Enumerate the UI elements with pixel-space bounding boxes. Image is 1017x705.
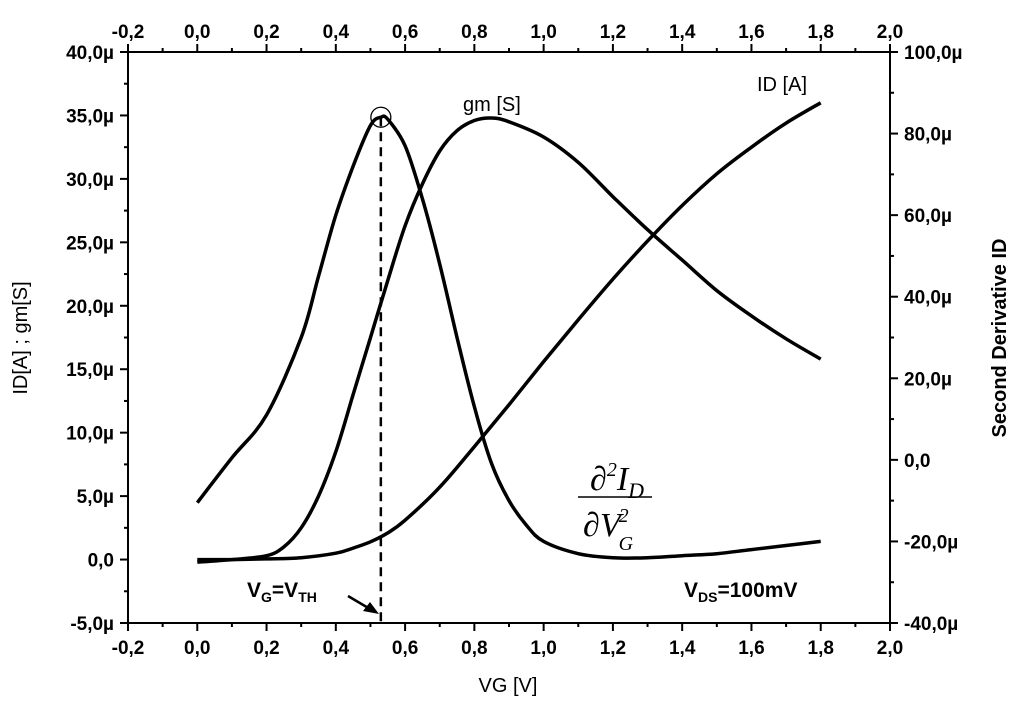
y-left-tick-label: -5,0µ — [70, 614, 114, 635]
x-tick-label-top: -0,2 — [112, 22, 145, 43]
series-second-derivative-id — [195, 114, 821, 560]
x-tick-label: 1,6 — [738, 638, 764, 659]
x-tick-label-top: 1,4 — [669, 22, 696, 43]
y-left-tick-label: 20,0µ — [66, 297, 114, 318]
series-gm-s — [197, 116, 822, 564]
axes-frame — [127, 51, 891, 624]
x-tick-label-top: 1,8 — [808, 22, 834, 43]
formula-denominator: ∂V2 G — [583, 505, 634, 555]
y-right-tick-label: -20,0µ — [904, 532, 958, 553]
y-left-tick-label: 10,0µ — [66, 424, 114, 445]
tick-marks — [120, 44, 898, 631]
y-right-tick-label: 60,0µ — [904, 206, 952, 227]
gm-curve-label: gm [S] — [463, 94, 521, 116]
x-tick-label-top: 0,8 — [461, 22, 487, 43]
id-curve-label: ID [A] — [757, 74, 807, 96]
x-axis-title: VG [V] — [479, 675, 538, 697]
y-right-tick-label: 80,0µ — [904, 125, 952, 146]
y-right-tick-label: 20,0µ — [904, 369, 952, 390]
peak-marker — [370, 106, 392, 128]
y-left-tick-label: 0,0 — [88, 551, 114, 572]
x-tick-label: -0,2 — [112, 638, 145, 659]
x-tick-label: 0,4 — [323, 638, 350, 659]
x-tick-label: 0,0 — [184, 638, 210, 659]
vth-arrow — [347, 594, 379, 614]
x-tick-label: 2,0 — [877, 638, 903, 659]
series-lines — [195, 101, 822, 623]
y-right-tick-label: 0,0 — [904, 451, 930, 472]
tick-labels: -0,2 -0,2 0,0 0,0 0,2 0,2 0,4 0,4 0,6 0,6 0,8 0,8 1,… — [66, 22, 962, 659]
x-tick-label: 0,8 — [461, 638, 487, 659]
y-left-tick-label: 30,0µ — [66, 170, 114, 191]
y-axis-right-title: Second Derivative ID — [989, 239, 1011, 438]
x-tick-label: 1,2 — [600, 638, 626, 659]
x-tick-label-top: 0,0 — [184, 22, 210, 43]
y-left-tick-label: 35,0µ — [66, 106, 114, 127]
y-left-tick-label: 5,0µ — [77, 487, 114, 508]
x-tick-label: 1,8 — [808, 638, 834, 659]
x-tick-label: 0,6 — [392, 638, 418, 659]
x-tick-label-top: 1,0 — [530, 22, 556, 43]
x-tick-label-top: 2,0 — [877, 22, 903, 43]
plot-frame — [127, 51, 891, 624]
y-axis-left-title: ID[A] ; gm[S] — [10, 281, 32, 394]
y-left-tick-label: 40,0µ — [66, 43, 114, 64]
y-right-tick-label: 100,0µ — [904, 43, 963, 64]
y-left-tick-label: 25,0µ — [66, 233, 114, 254]
x-tick-label-top: 1,2 — [600, 22, 626, 43]
y-left-tick-label: 15,0µ — [66, 360, 114, 381]
x-tick-label-top: 0,2 — [253, 22, 279, 43]
x-tick-label: 1,4 — [669, 638, 696, 659]
y-right-tick-label: 40,0µ — [904, 288, 952, 309]
vg-vth-annotation: VG=VTH — [247, 579, 317, 605]
y-right-tick-label: -40,0µ — [904, 614, 958, 635]
x-tick-label: 1,0 — [530, 638, 556, 659]
x-tick-label: 0,2 — [253, 638, 279, 659]
x-tick-label-top: 1,6 — [738, 22, 764, 43]
x-tick-label-top: 0,4 — [323, 22, 350, 43]
series-id-a — [197, 101, 822, 562]
x-tick-label-top: 0,6 — [392, 22, 418, 43]
vds-annotation: VDS=100mV — [684, 579, 797, 605]
second-derivative-formula: ∂2ID ∂V2 G — [578, 459, 652, 555]
